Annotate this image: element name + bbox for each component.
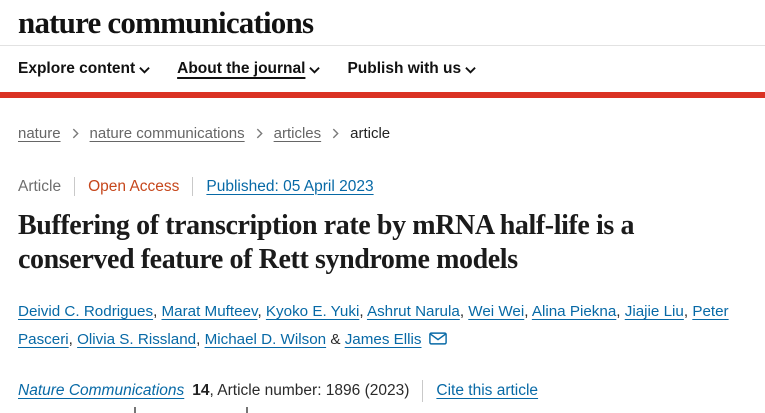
- author-link[interactable]: Peter Pasceri: [18, 303, 729, 348]
- brand-red-bar: [0, 92, 765, 98]
- chevron-down-icon: [309, 67, 321, 74]
- breadcrumb-item-nature-communications[interactable]: nature communications: [89, 125, 245, 142]
- envelope-icon[interactable]: [428, 332, 447, 349]
- author-link[interactable]: Wei Wei: [468, 303, 525, 320]
- breadcrumb-item-articles[interactable]: articles: [273, 125, 322, 142]
- authors-names: Deivid C. Rodrigues, Marat Mufteev, Kyok…: [18, 303, 729, 348]
- meta-separator: [192, 177, 194, 196]
- author-link[interactable]: Kyoko E. Yuki: [265, 303, 360, 320]
- nav-item-publish-with-us[interactable]: Publish with us: [347, 60, 476, 78]
- chevron-down-icon: [465, 67, 476, 74]
- author-separator: &: [326, 331, 345, 348]
- main-nav: Explore content About the journal Publish …: [0, 46, 765, 92]
- author-separator: ,: [616, 303, 625, 320]
- author-separator: ,: [257, 303, 266, 320]
- author-separator: ,: [196, 331, 205, 348]
- author-separator: ,: [524, 303, 532, 320]
- author-separator: ,: [68, 331, 78, 348]
- volume-and-number: 14, Article number: 1896 (2023): [192, 382, 409, 400]
- article-meta-row: Article Open Access Published: 05 April …: [18, 177, 747, 196]
- breadcrumb: nature nature communications articles artic…: [18, 125, 747, 142]
- metrics-separator-mark: [246, 407, 248, 413]
- metrics-separator-mark: [134, 407, 136, 413]
- masthead: nature communications: [0, 0, 765, 46]
- chevron-right-icon: [256, 128, 263, 139]
- nav-item-label: Publish with us: [347, 60, 462, 77]
- breadcrumb-item-article: article: [350, 125, 391, 142]
- author-link[interactable]: James Ellis: [344, 331, 422, 348]
- site-header: nature communications Explore content Abo…: [0, 0, 765, 98]
- nav-item-label: Explore content: [18, 60, 136, 77]
- author-link[interactable]: Jiajie Liu: [624, 303, 684, 320]
- chevron-right-icon: [332, 128, 339, 139]
- author-link[interactable]: Olivia S. Rissland: [77, 331, 197, 348]
- citation-line: Nature Communications 14, Article number…: [18, 380, 747, 402]
- nav-item-label: About the journal: [177, 60, 306, 77]
- cite-this-article-link[interactable]: Cite this article: [436, 382, 539, 399]
- chevron-down-icon: [139, 67, 150, 74]
- nav-item-about-the-journal[interactable]: About the journal: [177, 60, 321, 78]
- author-separator: ,: [359, 303, 367, 320]
- author-link[interactable]: Deivid C. Rodrigues: [18, 303, 154, 320]
- nav-item-explore-content[interactable]: Explore content: [18, 60, 150, 78]
- author-link[interactable]: Ashrut Narula: [366, 303, 460, 320]
- article-number-text: , Article number: 1896 (2023): [209, 382, 410, 399]
- published-date-link[interactable]: Published: 05 April 2023: [206, 177, 374, 195]
- citation-separator: [422, 380, 424, 402]
- journal-name-link[interactable]: Nature Communications: [18, 382, 185, 399]
- authors-line: Deivid C. Rodrigues, Marat Mufteev, Kyok…: [18, 298, 747, 355]
- author-separator: ,: [459, 303, 469, 320]
- meta-separator: [74, 177, 76, 196]
- article-title: Buffering of transcription rate by mRNA …: [18, 210, 635, 275]
- author-link[interactable]: Michael D. Wilson: [204, 331, 327, 348]
- author-link[interactable]: Marat Mufteev: [161, 303, 258, 320]
- journal-logo[interactable]: nature communications: [18, 5, 314, 40]
- chevron-right-icon: [72, 128, 79, 139]
- open-access-label: Open Access: [88, 177, 180, 195]
- author-separator: ,: [683, 303, 693, 320]
- volume-number: 14: [192, 382, 210, 399]
- breadcrumb-item-nature[interactable]: nature: [18, 125, 61, 142]
- author-separator: ,: [153, 303, 162, 320]
- article-type-label: Article: [18, 177, 62, 195]
- article-header: Article Open Access Published: 05 April …: [0, 177, 765, 402]
- author-link[interactable]: Alina Piekna: [531, 303, 617, 320]
